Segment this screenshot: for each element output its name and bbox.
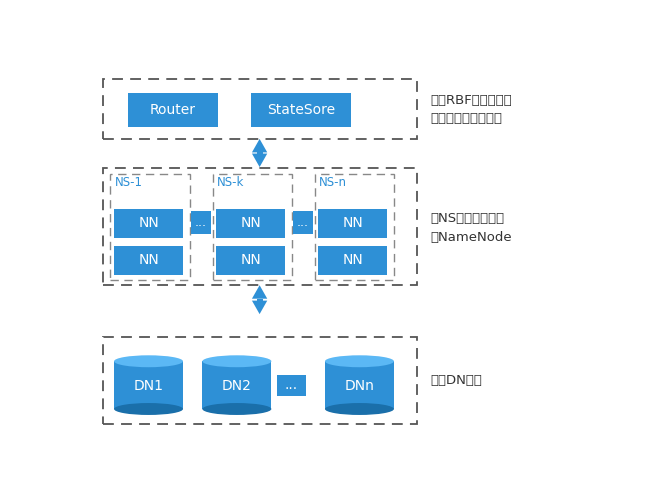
Ellipse shape	[325, 403, 394, 415]
Bar	[114, 209, 183, 238]
Text: 多NS联邦，横向扩: 多NS联邦，横向扩	[431, 212, 505, 226]
Bar	[114, 246, 183, 275]
Bar	[318, 209, 387, 238]
FancyArrow shape	[252, 300, 268, 314]
Text: 共享DN节点: 共享DN节点	[431, 374, 482, 387]
Text: ...: ...	[195, 216, 207, 229]
Text: NS-1: NS-1	[115, 176, 142, 190]
FancyArrow shape	[252, 154, 268, 167]
Text: DNn: DNn	[345, 380, 374, 394]
Ellipse shape	[202, 403, 272, 415]
Text: NS-n: NS-n	[319, 176, 347, 190]
Bar	[256, 298, 263, 300]
Text: NN: NN	[343, 216, 363, 230]
Bar	[318, 246, 387, 275]
Ellipse shape	[114, 356, 183, 367]
FancyArrow shape	[252, 285, 268, 298]
Bar	[103, 337, 417, 424]
Text: ...: ...	[297, 216, 309, 229]
Bar	[325, 362, 394, 409]
Ellipse shape	[114, 403, 183, 415]
Text: NN: NN	[241, 216, 261, 230]
Text: DN1: DN1	[134, 380, 163, 394]
Bar	[103, 168, 417, 285]
Bar	[191, 211, 211, 234]
Bar	[213, 174, 292, 280]
Text: NN: NN	[241, 254, 261, 268]
Bar	[103, 79, 417, 139]
Ellipse shape	[325, 356, 394, 367]
Bar	[216, 209, 285, 238]
Bar	[129, 92, 217, 128]
Bar	[114, 362, 183, 409]
Bar	[216, 246, 285, 275]
Text: 通过RBF路由方式，: 通过RBF路由方式，	[431, 94, 513, 107]
Text: 展NameNode: 展NameNode	[431, 231, 512, 244]
Bar	[256, 152, 263, 154]
Text: ...: ...	[285, 378, 298, 392]
FancyArrow shape	[252, 139, 268, 152]
Text: NN: NN	[343, 254, 363, 268]
Bar	[251, 92, 351, 128]
Bar	[277, 374, 306, 396]
Text: Router: Router	[150, 103, 196, 117]
Text: DN2: DN2	[222, 380, 252, 394]
Bar	[315, 174, 394, 280]
Text: StateSore: StateSore	[267, 103, 335, 117]
Text: NN: NN	[138, 254, 159, 268]
Bar	[202, 362, 272, 409]
Text: NS-k: NS-k	[217, 176, 244, 190]
Bar	[111, 174, 190, 280]
Text: 提供统一的访问接入: 提供统一的访问接入	[431, 112, 503, 125]
Bar	[293, 211, 313, 234]
Ellipse shape	[202, 356, 272, 367]
Text: NN: NN	[138, 216, 159, 230]
